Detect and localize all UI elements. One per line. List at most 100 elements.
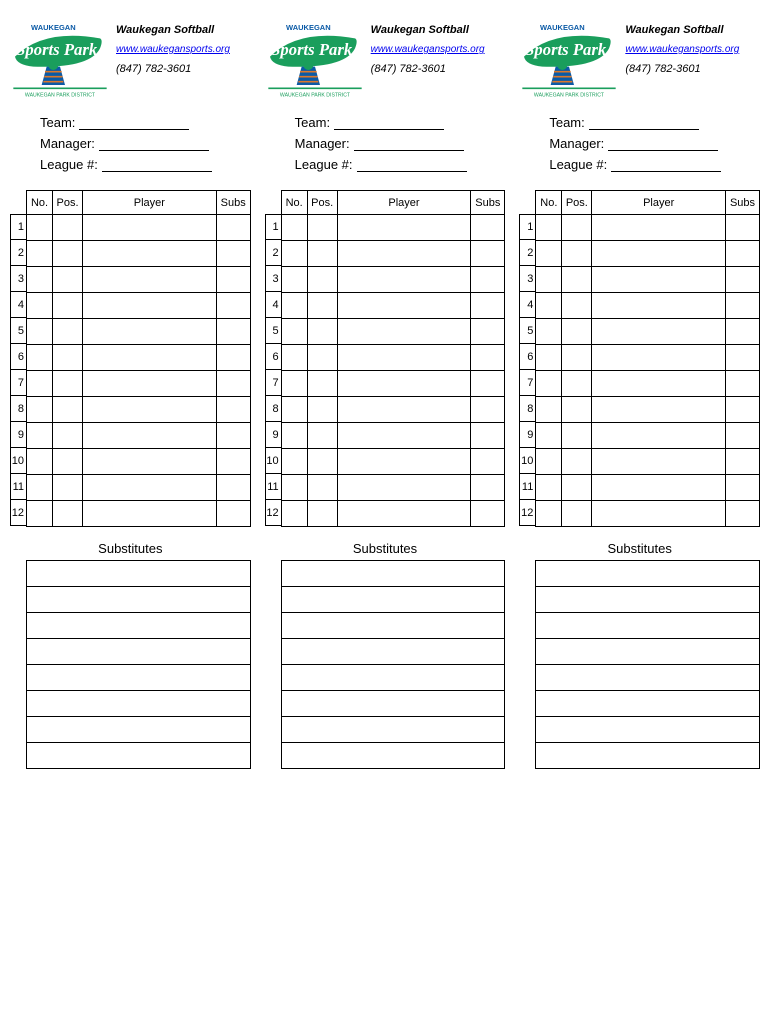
row-number: 8 (519, 396, 535, 422)
table-row (27, 215, 251, 241)
league-input[interactable] (102, 158, 212, 172)
table-row (536, 215, 760, 241)
manager-input[interactable] (354, 137, 464, 151)
table-row (536, 475, 760, 501)
team-info-fields: Team: Manager: League #: (549, 115, 760, 172)
sports-park-logo-icon: WAUKEGAN Sports Park WAUKEGAN PARK DISTR… (10, 20, 110, 100)
col-subs: Subs (726, 191, 760, 215)
row-number: 5 (10, 318, 26, 344)
substitute-row (27, 665, 251, 691)
table-row (536, 241, 760, 267)
table-row (281, 501, 505, 527)
col-player: Player (592, 191, 726, 215)
table-row (536, 293, 760, 319)
team-label: Team: (549, 115, 584, 130)
manager-label: Manager: (295, 136, 350, 151)
row-number: 10 (265, 448, 281, 474)
table-row (27, 319, 251, 345)
card-header: WAUKEGAN Sports Park WAUKEGAN PARK DISTR… (10, 20, 251, 105)
league-input[interactable] (611, 158, 721, 172)
row-number: 12 (265, 500, 281, 526)
svg-text:WAUKEGAN PARK DISTRICT: WAUKEGAN PARK DISTRICT (25, 93, 96, 99)
lineup-card: WAUKEGAN Sports Park WAUKEGAN PARK DISTR… (10, 20, 251, 769)
row-number: 4 (519, 292, 535, 318)
sports-park-logo-icon: WAUKEGAN Sports Park WAUKEGAN PARK DISTR… (265, 20, 365, 100)
row-number: 6 (265, 344, 281, 370)
team-input[interactable] (79, 116, 189, 130)
substitute-row (536, 665, 760, 691)
substitute-row (27, 613, 251, 639)
row-number: 2 (10, 240, 26, 266)
substitute-row (27, 717, 251, 743)
svg-text:Sports Park: Sports Park (526, 40, 608, 59)
substitutes-table (281, 560, 506, 769)
table-row (536, 319, 760, 345)
col-pos: Pos. (53, 191, 83, 215)
org-title: Waukegan Softball (371, 24, 506, 36)
league-input[interactable] (357, 158, 467, 172)
phone-number: (847) 782-3601 (371, 63, 506, 75)
row-number: 8 (10, 396, 26, 422)
row-number: 7 (265, 370, 281, 396)
row-number: 2 (519, 240, 535, 266)
col-no: No. (281, 191, 307, 215)
table-row (281, 293, 505, 319)
col-pos: Pos. (562, 191, 592, 215)
svg-text:WAUKEGAN PARK DISTRICT: WAUKEGAN PARK DISTRICT (534, 93, 605, 99)
team-input[interactable] (334, 116, 444, 130)
substitutes-title: Substitutes (265, 541, 506, 556)
table-row (536, 397, 760, 423)
roster-table: No. Pos. Player Subs (535, 190, 760, 527)
manager-input[interactable] (608, 137, 718, 151)
substitutes-table (26, 560, 251, 769)
team-info-fields: Team: Manager: League #: (40, 115, 251, 172)
row-number: 12 (519, 500, 535, 526)
row-number: 4 (265, 292, 281, 318)
table-row (27, 397, 251, 423)
row-number: 9 (10, 422, 26, 448)
row-number: 5 (265, 318, 281, 344)
website-link[interactable]: www.waukegansports.org (116, 44, 251, 55)
svg-text:WAUKEGAN: WAUKEGAN (540, 23, 585, 32)
website-link[interactable]: www.waukegansports.org (371, 44, 506, 55)
substitute-row (27, 639, 251, 665)
col-subs: Subs (216, 191, 250, 215)
roster-table-wrap: 123456789101112 No. Pos. Player Subs (519, 190, 760, 527)
team-label: Team: (295, 115, 330, 130)
substitute-row (281, 717, 505, 743)
manager-input[interactable] (99, 137, 209, 151)
table-row (281, 345, 505, 371)
substitute-row (27, 691, 251, 717)
row-number: 3 (265, 266, 281, 292)
row-number: 1 (10, 214, 26, 240)
table-row (27, 475, 251, 501)
col-no: No. (27, 191, 53, 215)
substitute-row (536, 691, 760, 717)
org-title: Waukegan Softball (625, 24, 760, 36)
col-subs: Subs (471, 191, 505, 215)
table-row (27, 293, 251, 319)
lineup-card: WAUKEGAN Sports Park WAUKEGAN PARK DISTR… (519, 20, 760, 769)
substitute-row (281, 743, 505, 769)
roster-table-wrap: 123456789101112 No. Pos. Player Subs (10, 190, 251, 527)
team-input[interactable] (589, 116, 699, 130)
sports-park-logo-icon: WAUKEGAN Sports Park WAUKEGAN PARK DISTR… (519, 20, 619, 100)
table-row (281, 423, 505, 449)
row-number: 10 (519, 448, 535, 474)
svg-text:WAUKEGAN PARK DISTRICT: WAUKEGAN PARK DISTRICT (280, 93, 351, 99)
table-row (281, 267, 505, 293)
team-label: Team: (40, 115, 75, 130)
phone-number: (847) 782-3601 (116, 63, 251, 75)
substitute-row (281, 613, 505, 639)
row-number: 11 (265, 474, 281, 500)
substitute-row (27, 561, 251, 587)
website-link[interactable]: www.waukegansports.org (625, 44, 760, 55)
substitute-row (281, 587, 505, 613)
table-row (27, 423, 251, 449)
table-row (536, 449, 760, 475)
row-number: 2 (265, 240, 281, 266)
league-label: League #: (549, 157, 607, 172)
row-number: 9 (519, 422, 535, 448)
card-header: WAUKEGAN Sports Park WAUKEGAN PARK DISTR… (265, 20, 506, 105)
table-row (281, 397, 505, 423)
